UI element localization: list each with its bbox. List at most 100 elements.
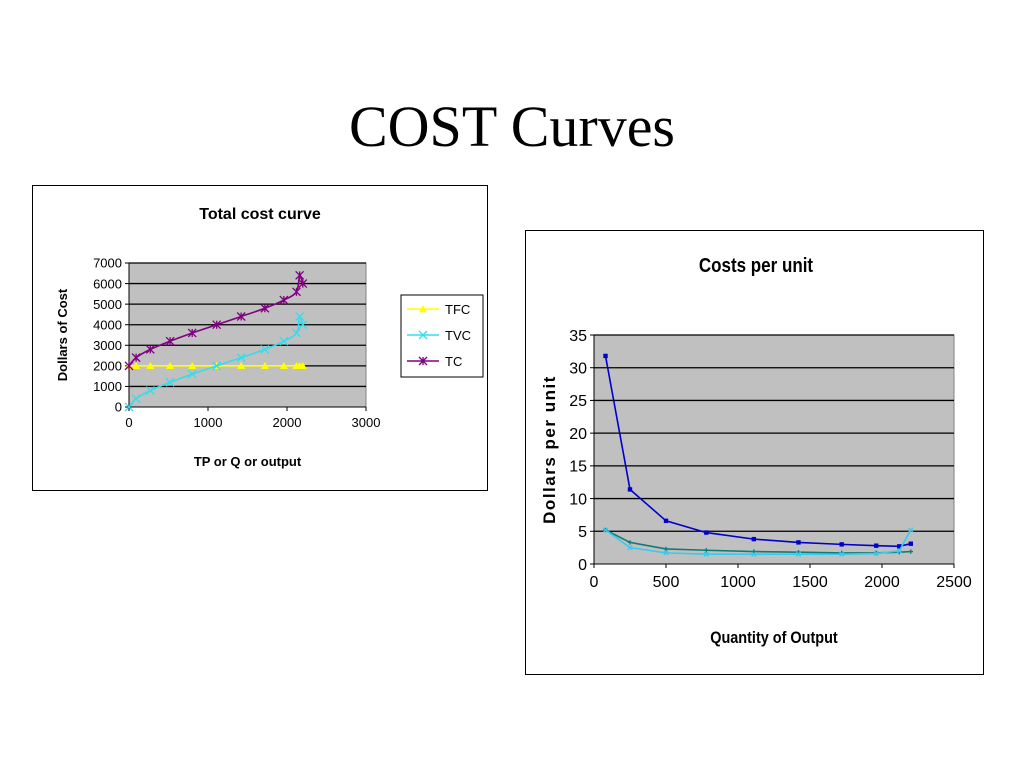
total-cost-series-tvc-markers	[124, 312, 308, 412]
total-cost-series-tc-markers	[124, 270, 308, 371]
total-cost-series-tc-point	[187, 328, 197, 338]
costs-per-unit-series-2-point	[751, 549, 757, 554]
total-cost-series-tvc-point	[145, 386, 155, 396]
total-cost-x-tick-label: 1000	[194, 415, 223, 430]
total-cost-series-tfc-point	[188, 361, 197, 370]
total-cost-plot-area	[128, 262, 367, 408]
costs-per-unit-y-tick-label: 30	[569, 360, 587, 377]
total-cost-y-tick-label: 3000	[93, 338, 122, 353]
total-cost-series-tc-point	[295, 270, 305, 280]
total-cost-x-axis-label: TP or Q or output	[194, 454, 302, 469]
costs-per-unit-y-tick-label: 5	[578, 524, 587, 541]
costs-per-unit-series-3-point	[627, 544, 633, 551]
costs-per-unit-series-1-point	[908, 541, 913, 546]
costs-per-unit-series-3-point	[908, 527, 914, 533]
total-cost-series-tvc-point	[131, 394, 141, 404]
total-cost-series-tc-point	[292, 287, 301, 297]
total-cost-legend-tfc-label: TFC	[445, 302, 470, 317]
total-cost-y-tick-label: 5000	[93, 297, 122, 312]
total-cost-series-tfc-point	[132, 361, 141, 370]
costs-per-unit-x-tick-label: 500	[653, 574, 680, 591]
total-cost-y-tick-label: 2000	[93, 359, 122, 374]
total-cost-y-tick-label: 6000	[93, 276, 122, 291]
costs-per-unit-series-3-point	[795, 551, 802, 557]
total-cost-series-tc-point	[165, 336, 175, 346]
total-cost-series-tfc-point	[298, 361, 307, 370]
total-cost-chart-svg: Total cost curve 0 1000 2000 3000 4000 5000 600…	[55, 206, 484, 469]
costs-per-unit-series-3-point	[663, 550, 669, 556]
costs-per-unit-x-tick-label: 1500	[792, 574, 828, 591]
costs-per-unit-series-1-point	[839, 542, 844, 547]
costs-per-unit-y-tick-label: 35	[569, 328, 587, 345]
costs-per-unit-series-3-point	[839, 551, 845, 557]
costs-per-unit-series-2-point	[627, 540, 633, 545]
costs-per-unit-y-axis-label: Dollars per unit	[540, 375, 559, 524]
costs-per-unit-series-1-point	[603, 353, 608, 359]
costs-per-unit-y-tick-label: 10	[569, 491, 587, 508]
total-cost-title: Total cost curve	[199, 206, 321, 223]
total-cost-x-tick-label: 3000	[352, 415, 381, 430]
total-cost-series-tc-point	[212, 320, 222, 330]
costs-per-unit-series-2-point	[704, 548, 709, 553]
total-cost-series-tvc-point	[187, 369, 197, 379]
total-cost-y-axis-label: Dollars of Cost	[55, 288, 70, 381]
total-cost-series-tc-point	[298, 279, 308, 289]
total-cost-y-tick-label: 4000	[93, 317, 122, 332]
costs-per-unit-y-tick-label: 0	[578, 557, 587, 574]
costs-per-unit-series-1-point	[627, 487, 633, 492]
total-cost-series-tc-point	[279, 295, 289, 305]
costs-per-unit-y-tick-label: 20	[569, 426, 587, 443]
costs-per-unit-title: Costs per unit	[699, 254, 813, 277]
total-cost-series-tc-point	[260, 303, 270, 313]
total-cost-series-tfc-point	[237, 361, 246, 370]
total-cost-x-tick-label: 2000	[273, 415, 302, 430]
total-cost-series-tvc-point	[279, 336, 289, 346]
costs-per-unit-x-axis-label: Quantity of Output	[710, 629, 838, 647]
costs-per-unit-y-tick-label: 15	[569, 459, 587, 476]
costs-per-unit-x-tick-label: 1000	[720, 574, 756, 591]
total-cost-series-tvc-point	[295, 312, 305, 321]
total-cost-series-tc-point	[131, 353, 141, 363]
total-cost-y-tick-label: 7000	[93, 256, 122, 271]
slide-title: COST Curves	[348, 94, 676, 159]
costs-per-unit-series-3-point	[896, 548, 902, 554]
total-cost-series-tvc-point	[298, 320, 308, 330]
costs-per-unit-series-3-markers	[602, 527, 914, 557]
total-cost-y-tick-label: 1000	[93, 379, 122, 394]
total-cost-legend-tc-marker	[418, 356, 428, 366]
costs-per-unit-chart-svg: Costs per unit 0 5 10 15 20 25 30 35 0 500 1000 1500…	[540, 254, 972, 648]
costs-per-unit-y-tick-label: 25	[569, 393, 587, 410]
costs-per-unit-series-3-point	[703, 551, 709, 557]
total-cost-legend-tvc-label: TVC	[445, 328, 471, 343]
total-cost-series-tfc-point	[279, 361, 288, 370]
total-cost-series-tvc-point	[212, 361, 222, 371]
costs-per-unit-series-1-point	[796, 540, 801, 545]
total-cost-series-tvc-point	[260, 344, 270, 354]
costs-per-unit-series-3-line	[605, 529, 912, 555]
costs-per-unit-series-1-line	[604, 355, 911, 548]
total-cost-series-tvc-point	[165, 377, 175, 387]
costs-per-unit-chart: Costs per unit 0 5 10 15 20 25 30 35 0 500 1000 1500…	[525, 230, 984, 675]
costs-per-unit-x-tick-label: 2000	[864, 574, 900, 591]
total-cost-series-tc-point	[124, 361, 134, 371]
costs-per-unit-series-2-point	[663, 546, 669, 552]
costs-per-unit-series-1-point	[751, 536, 757, 542]
total-cost-y-tick-label: 0	[115, 400, 122, 415]
total-cost-series-tfc-point	[260, 361, 269, 370]
total-cost-legend-tfc-marker	[419, 305, 427, 313]
costs-per-unit-plot-area	[593, 334, 955, 565]
total-cost-chart: Total cost curve 0 1000 2000 3000 4000 5000 600…	[32, 185, 488, 491]
total-cost-x-tick-label: 0	[125, 415, 132, 430]
total-cost-legend-tvc-marker	[418, 330, 428, 340]
costs-per-unit-series-3-point	[602, 527, 609, 533]
total-cost-series-tc-point	[236, 312, 246, 321]
costs-per-unit-series-2-point	[908, 549, 913, 554]
costs-per-unit-series-1-point	[663, 518, 669, 524]
total-cost-series-tvc-point	[236, 353, 246, 363]
total-cost-series-tc-point	[145, 344, 155, 354]
costs-per-unit-series-3-point	[751, 551, 757, 557]
costs-per-unit-series-1-markers	[603, 353, 913, 549]
costs-per-unit-series-1-point	[704, 530, 709, 535]
costs-per-unit-x-tick-label: 0	[590, 574, 599, 591]
total-cost-series-tfc-point	[166, 361, 175, 370]
